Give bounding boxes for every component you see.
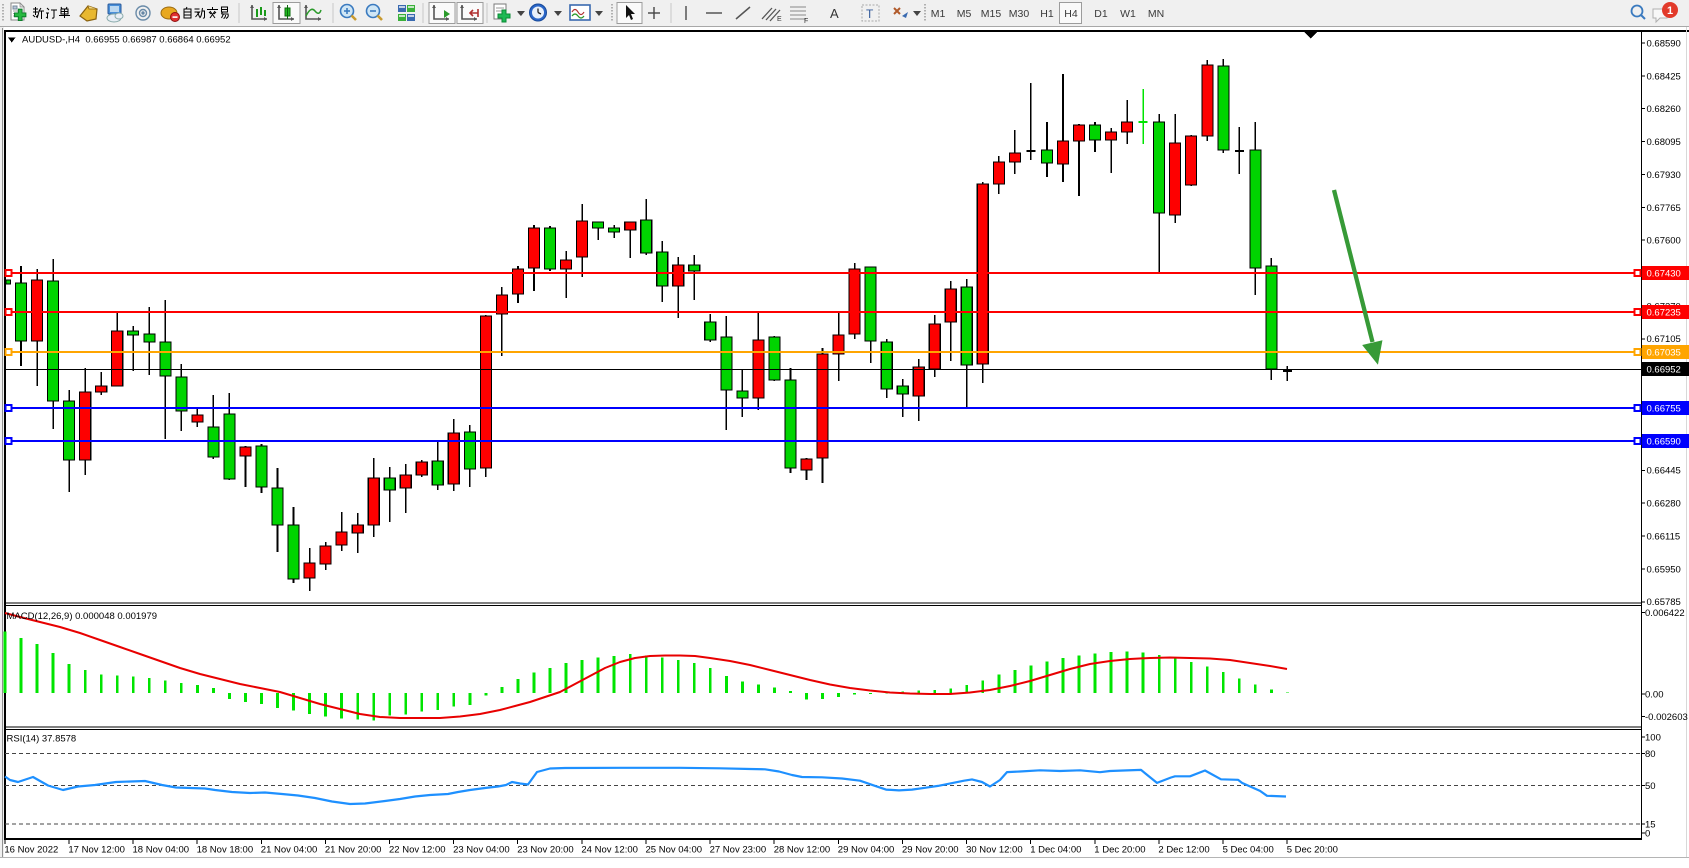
svg-text:M5: M5 bbox=[957, 8, 972, 20]
svg-text:AUDUSD-,H4 0.66955 0.66987 0.: AUDUSD-,H4 0.66955 0.66987 0.66864 0.669… bbox=[22, 35, 231, 46]
svg-text:T: T bbox=[866, 7, 874, 21]
svg-text:MACD(12,26,9) 0.000048 0.00197: MACD(12,26,9) 0.000048 0.001979 bbox=[7, 611, 158, 622]
svg-text:29 Nov 20:00: 29 Nov 20:00 bbox=[902, 845, 959, 856]
svg-text:F: F bbox=[804, 18, 808, 25]
svg-text:28 Nov 12:00: 28 Nov 12:00 bbox=[774, 845, 831, 856]
svg-text:0.006422: 0.006422 bbox=[1645, 608, 1685, 619]
svg-text:0.68095: 0.68095 bbox=[1647, 137, 1681, 148]
svg-text:18 Nov 18:00: 18 Nov 18:00 bbox=[197, 845, 254, 856]
svg-text:16 Nov 2022: 16 Nov 2022 bbox=[4, 845, 58, 856]
svg-text:0.66952: 0.66952 bbox=[1647, 365, 1681, 376]
svg-text:21 Nov 20:00: 21 Nov 20:00 bbox=[325, 845, 382, 856]
svg-text:18 Nov 04:00: 18 Nov 04:00 bbox=[133, 845, 190, 856]
svg-text:0.68425: 0.68425 bbox=[1647, 71, 1681, 82]
svg-text:80: 80 bbox=[1645, 749, 1656, 760]
svg-text:MN: MN bbox=[1148, 8, 1164, 20]
svg-text:23 Nov 20:00: 23 Nov 20:00 bbox=[517, 845, 574, 856]
svg-text:100: 100 bbox=[1645, 732, 1661, 743]
svg-text:22 Nov 12:00: 22 Nov 12:00 bbox=[389, 845, 446, 856]
svg-text:H4: H4 bbox=[1064, 8, 1078, 20]
svg-text:0.66755: 0.66755 bbox=[1647, 404, 1681, 415]
svg-text:1 Dec 20:00: 1 Dec 20:00 bbox=[1094, 845, 1145, 856]
svg-text:0.67105: 0.67105 bbox=[1647, 334, 1681, 345]
svg-text:-0.002603: -0.002603 bbox=[1645, 712, 1688, 723]
svg-text:W1: W1 bbox=[1120, 8, 1136, 20]
svg-text:23 Nov 04:00: 23 Nov 04:00 bbox=[453, 845, 510, 856]
svg-text:5 Dec 04:00: 5 Dec 04:00 bbox=[1223, 845, 1274, 856]
svg-text:0.67235: 0.67235 bbox=[1647, 308, 1681, 319]
svg-text:0.67765: 0.67765 bbox=[1647, 203, 1681, 214]
svg-text:0: 0 bbox=[1645, 828, 1650, 839]
svg-text:D1: D1 bbox=[1094, 8, 1108, 20]
svg-text:M1: M1 bbox=[931, 8, 946, 20]
svg-text:0.66445: 0.66445 bbox=[1647, 466, 1681, 477]
svg-text:0.67600: 0.67600 bbox=[1647, 236, 1681, 247]
svg-text:24 Nov 12:00: 24 Nov 12:00 bbox=[581, 845, 638, 856]
svg-text:1 Dec 04:00: 1 Dec 04:00 bbox=[1030, 845, 1081, 856]
svg-text:0.67035: 0.67035 bbox=[1647, 348, 1681, 359]
svg-text:0.68590: 0.68590 bbox=[1647, 38, 1681, 49]
svg-text:0.00: 0.00 bbox=[1645, 689, 1664, 700]
svg-text:0.66280: 0.66280 bbox=[1647, 499, 1681, 510]
svg-text:30 Nov 12:00: 30 Nov 12:00 bbox=[966, 845, 1023, 856]
svg-text:0.66590: 0.66590 bbox=[1647, 437, 1681, 448]
svg-text:0.66115: 0.66115 bbox=[1647, 531, 1681, 542]
svg-text:A: A bbox=[830, 6, 839, 21]
svg-text:H1: H1 bbox=[1040, 8, 1054, 20]
svg-text:0.65950: 0.65950 bbox=[1647, 564, 1681, 575]
svg-text:25 Nov 04:00: 25 Nov 04:00 bbox=[646, 845, 703, 856]
svg-text:15: 15 bbox=[1645, 819, 1656, 830]
svg-text:0.68260: 0.68260 bbox=[1647, 104, 1681, 115]
svg-text:RSI(14) 37.8578: RSI(14) 37.8578 bbox=[7, 734, 77, 745]
svg-text:29 Nov 04:00: 29 Nov 04:00 bbox=[838, 845, 895, 856]
svg-text:27 Nov 23:00: 27 Nov 23:00 bbox=[710, 845, 767, 856]
svg-text:5 Dec 20:00: 5 Dec 20:00 bbox=[1287, 845, 1338, 856]
svg-text:E: E bbox=[777, 16, 782, 23]
svg-text:50: 50 bbox=[1645, 781, 1656, 792]
svg-text:2 Dec 12:00: 2 Dec 12:00 bbox=[1158, 845, 1209, 856]
svg-text:1: 1 bbox=[1667, 5, 1673, 17]
svg-text:17 Nov 12:00: 17 Nov 12:00 bbox=[68, 845, 125, 856]
svg-text:0.67930: 0.67930 bbox=[1647, 170, 1681, 181]
svg-text:0.67430: 0.67430 bbox=[1647, 269, 1681, 280]
svg-text:21 Nov 04:00: 21 Nov 04:00 bbox=[261, 845, 318, 856]
svg-text:M15: M15 bbox=[981, 8, 1002, 20]
svg-text:M30: M30 bbox=[1009, 8, 1030, 20]
svg-text:0.65785: 0.65785 bbox=[1647, 597, 1681, 608]
